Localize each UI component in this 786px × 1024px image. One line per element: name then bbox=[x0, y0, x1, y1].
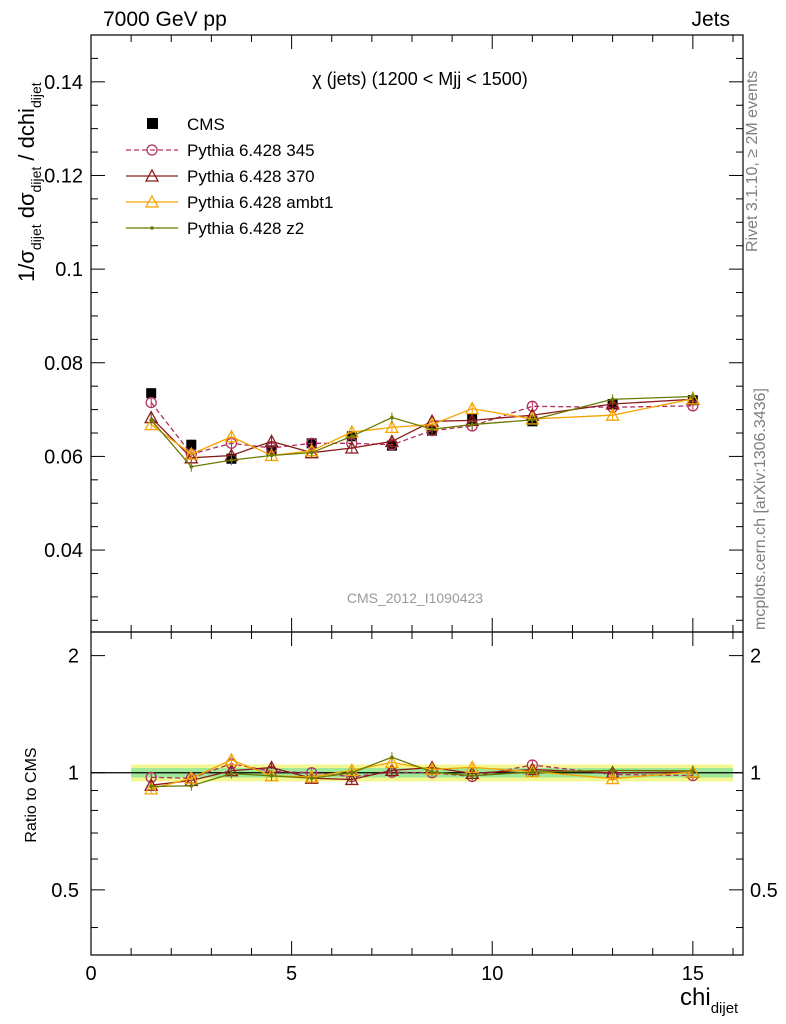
data-point bbox=[269, 453, 274, 458]
y-tick-label: 0.12 bbox=[44, 165, 83, 187]
data-point bbox=[470, 422, 474, 427]
data-point bbox=[605, 407, 620, 421]
ratio-point bbox=[530, 770, 535, 774]
ratio-point bbox=[224, 752, 239, 766]
data-point bbox=[186, 439, 197, 450]
data-point bbox=[390, 415, 394, 420]
data-point bbox=[465, 401, 480, 415]
ratio-line-1 bbox=[151, 766, 693, 786]
ratio-point bbox=[350, 770, 354, 775]
y-axis-label: 1/σdijet dσdijet / dchidijet bbox=[14, 82, 44, 282]
legend-label: Pythia 6.428 345 bbox=[187, 141, 315, 160]
ratio-point bbox=[430, 770, 434, 774]
ratio-point bbox=[189, 784, 194, 788]
series-line-3 bbox=[150, 398, 693, 457]
ratio-y-tick-label-left: 2 bbox=[68, 646, 79, 668]
ratio-point bbox=[309, 776, 314, 781]
data-point bbox=[610, 397, 615, 402]
data-point bbox=[309, 450, 314, 455]
ratio-y-tick-label-left: 1 bbox=[68, 763, 79, 785]
ratio-line-2 bbox=[151, 759, 693, 790]
ratio-point bbox=[269, 773, 274, 778]
analysis-watermark: CMS_2012_I1090423 bbox=[347, 590, 483, 606]
ratio-y-axis-label: Ratio to CMS bbox=[23, 747, 40, 842]
legend-label: Pythia 6.428 z2 bbox=[187, 219, 304, 238]
legend-label: CMS bbox=[187, 115, 225, 134]
legend-label: Pythia 6.428 370 bbox=[187, 167, 315, 186]
x-tick-label: 0 bbox=[85, 963, 96, 985]
data-point bbox=[264, 434, 279, 448]
ratio-point bbox=[685, 764, 700, 778]
legend-label: Pythia 6.428 ambt1 bbox=[187, 193, 333, 212]
series-line-4 bbox=[150, 395, 693, 468]
y-tick-label: 0.1 bbox=[55, 259, 83, 281]
legend-marker bbox=[144, 168, 160, 182]
ratio-point bbox=[144, 781, 159, 795]
data-point bbox=[184, 446, 199, 460]
x-tick-label: 10 bbox=[481, 963, 503, 985]
data-point bbox=[229, 458, 234, 462]
ratio-y-tick-label-left: 0.5 bbox=[51, 880, 79, 902]
ratio-point bbox=[344, 772, 359, 786]
ratio-point bbox=[229, 771, 234, 776]
ratio-point bbox=[390, 755, 394, 760]
ratio-point bbox=[605, 771, 620, 785]
y-tick-label: 0.06 bbox=[44, 446, 83, 468]
data-point bbox=[384, 434, 400, 448]
y-tick-label: 0.04 bbox=[44, 540, 83, 562]
ratio-y-tick-label-right: 0.5 bbox=[750, 880, 778, 902]
data-point bbox=[430, 427, 434, 432]
ratio-point bbox=[610, 768, 615, 773]
x-axis-label: chidijet bbox=[680, 984, 739, 1017]
ratio-y-tick-label-right: 2 bbox=[750, 646, 761, 668]
ratio-y-tick-label-right: 1 bbox=[750, 763, 761, 785]
data-point bbox=[189, 464, 194, 469]
ratio-plot-frame bbox=[90, 631, 744, 956]
header-left: 7000 GeV pp bbox=[103, 8, 227, 31]
header-right: Jets bbox=[691, 8, 730, 31]
plot-title: χ (jets) (1200 < Mjj < 1500) bbox=[312, 69, 528, 89]
series-line-1 bbox=[150, 402, 693, 455]
series-line-2 bbox=[150, 398, 693, 459]
data-point bbox=[344, 440, 359, 454]
legend-marker bbox=[147, 118, 158, 129]
legend-marker bbox=[150, 226, 154, 230]
ratio-point bbox=[384, 755, 400, 769]
legend-marker bbox=[146, 144, 158, 156]
ratio-point bbox=[470, 773, 474, 778]
data-point bbox=[685, 391, 700, 405]
data-point bbox=[691, 394, 695, 399]
data-point bbox=[149, 418, 153, 422]
x-tick-label: 15 bbox=[682, 963, 704, 985]
ratio-point bbox=[384, 763, 400, 777]
ratio-line-3 bbox=[151, 756, 693, 788]
data-point bbox=[304, 445, 319, 459]
data-point bbox=[224, 429, 239, 443]
ratio-point bbox=[691, 769, 695, 773]
data-point bbox=[530, 418, 535, 422]
data-point bbox=[350, 434, 354, 439]
x-tick-label: 5 bbox=[286, 963, 297, 985]
data-point bbox=[384, 420, 400, 434]
y-tick-label: 0.14 bbox=[44, 72, 83, 94]
ratio-point bbox=[149, 784, 153, 789]
legend-marker bbox=[144, 194, 160, 208]
y-tick-label: 0.08 bbox=[44, 353, 83, 375]
data-point bbox=[146, 388, 157, 399]
data-point bbox=[145, 396, 157, 409]
